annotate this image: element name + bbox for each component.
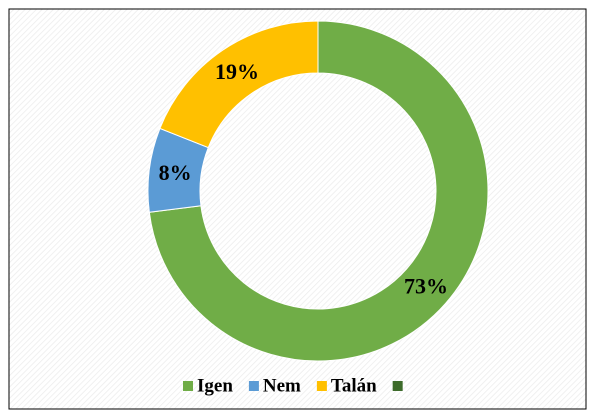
legend-swatch <box>392 381 403 391</box>
data-label: 19% <box>215 59 259 84</box>
data-label: 73% <box>404 273 448 298</box>
data-label: 8% <box>159 160 192 185</box>
legend-swatch <box>248 381 259 391</box>
legend-swatch <box>183 381 193 391</box>
legend-label: Nem <box>263 375 301 396</box>
legend-label: Talán <box>331 375 377 396</box>
legend-swatch <box>316 381 327 391</box>
donut-segment <box>159 20 319 149</box>
donut-segment <box>148 20 489 362</box>
legend-label: Igen <box>197 375 233 396</box>
plot-area: 73% 8% 19% Igen Nem Talán <box>147 20 489 396</box>
